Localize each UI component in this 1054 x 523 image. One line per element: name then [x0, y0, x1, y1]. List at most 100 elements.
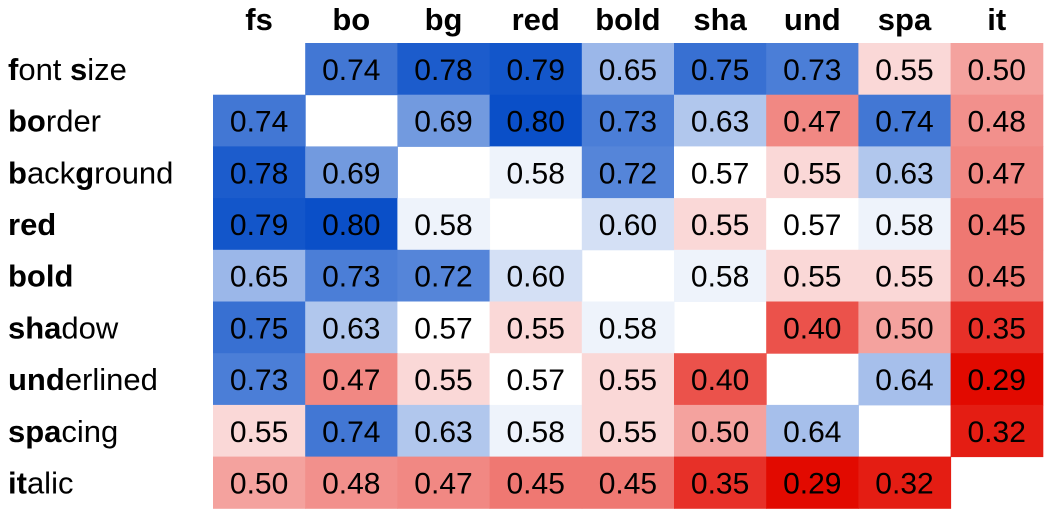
heatmap-cell — [950, 198, 1044, 251]
heatmap-cell — [489, 43, 583, 96]
cell-value-label: 0.78 — [414, 54, 472, 87]
heatmap-cell — [766, 94, 859, 147]
heatmap-cell — [489, 404, 583, 458]
cell-value-label: 0.47 — [968, 157, 1026, 190]
cell-value-label: 0.65 — [230, 261, 288, 294]
heatmap-cell — [305, 43, 398, 96]
heatmap-cell — [397, 43, 491, 96]
heatmap-cell — [489, 456, 583, 509]
cell-value-label: 0.64 — [783, 416, 841, 449]
row-label: font size — [8, 52, 127, 87]
heatmap-cell — [674, 94, 767, 147]
cell-value-label: 0.48 — [968, 106, 1026, 139]
cell-value-label: 0.55 — [783, 157, 841, 190]
cell-value-label: 0.80 — [322, 209, 380, 242]
cell-value-label: 0.55 — [599, 364, 657, 397]
cell-value-label: 0.63 — [414, 416, 472, 449]
cell-value-label: 0.40 — [783, 312, 841, 345]
cell-value-label: 0.58 — [875, 209, 933, 242]
cell-value-label: 0.79 — [507, 54, 565, 87]
heatmap-cell — [950, 249, 1044, 302]
cell-value-label: 0.45 — [968, 209, 1026, 242]
heatmap-cell — [397, 456, 491, 509]
cell-value-label: 0.58 — [507, 157, 565, 190]
cell-value-label: 0.57 — [507, 364, 565, 397]
cell-value-label: 0.58 — [414, 209, 472, 242]
cell-value-label: 0.55 — [507, 312, 565, 345]
cell-value-label: 0.47 — [783, 106, 841, 139]
cell-value-label: 0.69 — [322, 157, 380, 190]
cell-value-label: 0.58 — [691, 261, 749, 294]
heatmap-cell — [858, 146, 952, 199]
heatmap-cell — [581, 198, 675, 251]
heatmap-cell — [213, 456, 306, 509]
cell-value-label: 0.69 — [414, 106, 472, 139]
heatmap-cell — [674, 249, 767, 302]
cell-value-label: 0.35 — [691, 467, 749, 500]
cell-value-label: 0.72 — [599, 157, 657, 190]
heatmap-cell — [397, 301, 491, 354]
heatmap-cell — [397, 249, 491, 302]
heatmap-cell — [674, 146, 767, 199]
heatmap-cell — [950, 404, 1044, 458]
cell-value-label: 0.74 — [875, 106, 933, 139]
heatmap-cell — [305, 249, 398, 302]
heatmap-cell — [581, 353, 675, 406]
cell-value-label: 0.78 — [230, 157, 288, 190]
cell-value-label: 0.58 — [599, 312, 657, 345]
heatmap-cell — [581, 43, 675, 96]
row-label: red — [8, 207, 56, 242]
heatmap-cell — [766, 456, 859, 509]
heatmap-cell — [858, 94, 952, 147]
heatmap-cell — [305, 456, 398, 509]
cell-value-label: 0.55 — [599, 416, 657, 449]
row-label: underlined — [8, 362, 158, 397]
heatmap-cell — [305, 404, 398, 458]
cell-value-label: 0.74 — [322, 416, 380, 449]
heatmap-cell — [305, 353, 398, 406]
cell-value-label: 0.79 — [230, 209, 288, 242]
cell-value-label: 0.55 — [783, 261, 841, 294]
heatmap-cell — [213, 404, 306, 458]
cell-value-label: 0.72 — [414, 261, 472, 294]
heatmap-cell — [581, 301, 675, 354]
cell-value-label: 0.60 — [507, 261, 565, 294]
cell-value-label: 0.48 — [322, 467, 380, 500]
column-label: spa — [878, 2, 932, 37]
heatmap-cell — [581, 456, 675, 509]
cell-value-label: 0.57 — [691, 157, 749, 190]
cell-value-label: 0.32 — [875, 467, 933, 500]
row-label: spacing — [8, 414, 118, 449]
cell-value-label: 0.57 — [414, 312, 472, 345]
cell-value-label: 0.58 — [507, 416, 565, 449]
heatmap-cell — [950, 301, 1044, 354]
column-label: bg — [425, 2, 463, 37]
column-label: und — [784, 2, 841, 37]
heatmap-cell — [305, 146, 398, 199]
heatmap-cell — [489, 301, 583, 354]
heatmap-cell — [397, 94, 491, 147]
heatmap-cell — [213, 146, 306, 199]
cell-value-label: 0.35 — [968, 312, 1026, 345]
heatmap-cell — [858, 43, 952, 96]
heatmap-cell — [581, 404, 675, 458]
heatmap-cell — [766, 404, 859, 458]
column-label: bo — [332, 2, 370, 37]
column-labels: fs bo bg red bold sha und spa it — [245, 2, 1006, 37]
heatmap-cell — [674, 404, 767, 458]
heatmap-cell — [674, 353, 767, 406]
heatmap-cell — [489, 249, 583, 302]
cell-value-label: 0.75 — [230, 312, 288, 345]
heatmap-cell — [766, 249, 859, 302]
heatmap-cell — [766, 301, 859, 354]
cell-value-label: 0.75 — [691, 54, 749, 87]
heatmap-cell — [674, 456, 767, 509]
cell-value-label: 0.45 — [599, 467, 657, 500]
row-labels: font size border background red bold shadow un… — [8, 52, 173, 501]
cell-value-label: 0.47 — [414, 467, 472, 500]
heatmap-cell — [766, 146, 859, 199]
cell-value-label: 0.50 — [875, 312, 933, 345]
heatmap-cell — [489, 146, 583, 199]
heatmap-cell — [950, 43, 1044, 96]
row-label: background — [8, 155, 173, 190]
